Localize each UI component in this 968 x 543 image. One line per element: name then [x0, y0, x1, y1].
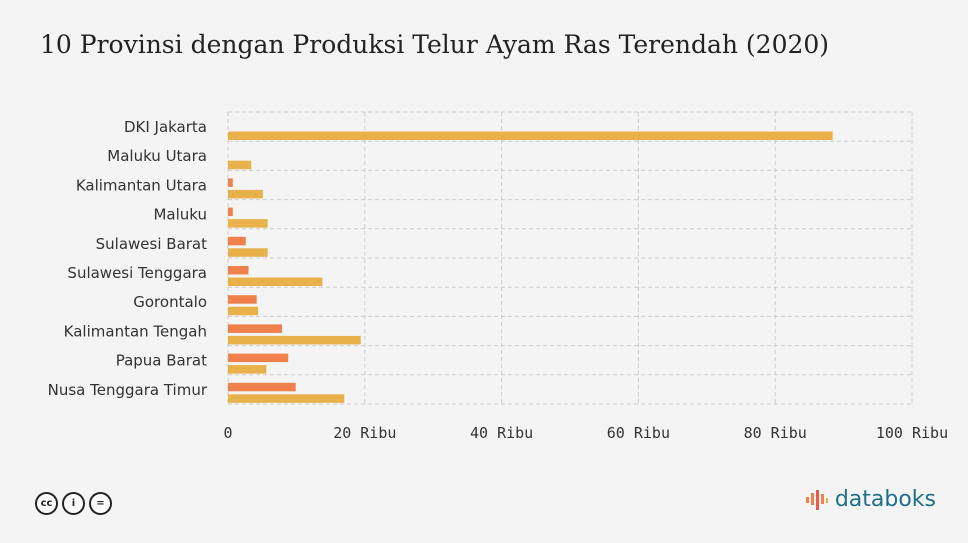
bar-chart: 0 20 Ribu 40 Ribu 60 Ribu 80 Ribu 100 Ribu DKI…	[48, 111, 948, 442]
nd-icon: =	[89, 492, 112, 515]
bar-series-2	[228, 160, 252, 170]
bar-series-1	[228, 178, 233, 187]
bar-series-1	[228, 207, 233, 217]
bar-series-1	[228, 295, 257, 304]
bar-series-2	[228, 306, 259, 316]
x-tick-label: 40 Ribu	[470, 424, 533, 442]
category-label: Sulawesi Tenggara	[67, 264, 207, 282]
bar-series-2	[228, 335, 361, 345]
x-tick-label: 80 Ribu	[744, 424, 807, 442]
bar-series-2	[228, 394, 345, 403]
category-label: Kalimantan Tengah	[64, 322, 207, 340]
category-label: Gorontalo	[133, 293, 207, 311]
category-label: Nusa Tenggara Timur	[48, 381, 208, 399]
category-label: DKI Jakarta	[124, 118, 207, 136]
bar-series-1	[228, 382, 296, 392]
category-label: Sulawesi Barat	[96, 235, 207, 253]
bar-series-1	[228, 324, 283, 333]
bar-series-1	[228, 236, 246, 246]
bar-series-2	[228, 248, 268, 257]
bar-series-2	[228, 219, 268, 228]
x-tick-label: 100 Ribu	[876, 424, 948, 442]
chart-title: 10 Provinsi dengan Produksi Telur Ayam R…	[40, 30, 830, 59]
x-tick-label: 60 Ribu	[607, 424, 670, 442]
bar-series-2	[228, 189, 263, 199]
x-tick-label: 0	[223, 424, 232, 442]
bar-series-2	[228, 365, 267, 374]
category-label: Kalimantan Utara	[76, 176, 207, 194]
category-label: Papua Barat	[116, 352, 207, 370]
databoks-icon	[805, 489, 828, 510]
by-icon: i	[62, 492, 85, 515]
bar-series-1	[228, 353, 289, 363]
category-label: Maluku Utara	[107, 147, 207, 165]
cc-icon: cc	[35, 492, 58, 515]
x-tick-label: 20 Ribu	[333, 424, 396, 442]
license-icons: cc i =	[35, 492, 112, 515]
bar-series-1	[228, 266, 249, 275]
brand-logo[interactable]: databoks	[805, 487, 936, 512]
brand-name: databoks	[834, 487, 936, 512]
category-label: Maluku	[153, 206, 207, 224]
bar-series-2	[228, 131, 833, 140]
bar-series-2	[228, 277, 323, 286]
